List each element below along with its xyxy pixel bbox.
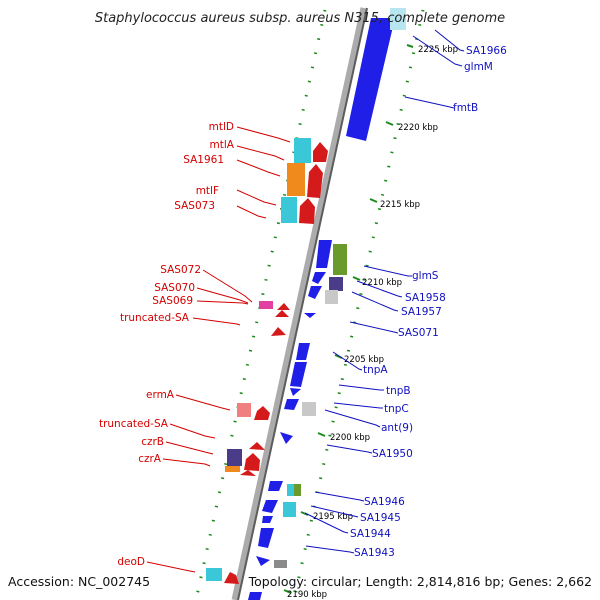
genome-summary-text: Topology: circular; Length: 2,814,816 bp… — [248, 574, 592, 589]
gene-SA1943 — [258, 528, 274, 548]
gene-label-right: SA1945 — [360, 512, 401, 524]
gene-SA1961 — [287, 163, 305, 196]
gene-czrA — [225, 466, 240, 472]
gene-SA1958 — [312, 272, 326, 284]
gene-ant9 — [302, 402, 316, 416]
gene-label-right: SA1958 — [405, 292, 446, 304]
gene-glmS-green — [333, 244, 347, 275]
gene-SA1945 — [262, 500, 278, 513]
gene-label-left: truncated-SA — [99, 418, 169, 430]
map-title: Staphylococcus aureus subsp. aureus N315… — [95, 11, 505, 26]
gene-SAS072 — [259, 301, 273, 309]
gene-czrA-red — [240, 470, 256, 476]
gene-SAS070 — [277, 303, 290, 310]
gene-label-left: SA1961 — [183, 154, 224, 166]
gene-ermA-red — [254, 406, 270, 420]
gene-label-right: SA1944 — [350, 528, 391, 540]
gene-SA1950 — [280, 432, 293, 444]
gene-SA1958-purple — [329, 277, 343, 291]
gene-SA1942-gray — [274, 560, 287, 568]
scale-tick-label: 2200 kbp — [330, 433, 370, 443]
gene-SA1942 — [256, 556, 270, 566]
gene-label-left: SAS073 — [174, 200, 215, 212]
gene-tnpC — [284, 399, 299, 410]
scale-tick-label: 2210 kbp — [362, 278, 402, 288]
gene-label-right: glmM — [464, 61, 493, 73]
gene-truncated-SA — [271, 327, 286, 336]
gene-SAS071 — [304, 313, 316, 318]
gene-label-right: tnpB — [386, 385, 411, 397]
gene-SA1945-teal — [283, 502, 296, 517]
gene-ermA — [237, 403, 251, 417]
gene-label-left: czrB — [141, 436, 164, 448]
gene-tnpA — [296, 343, 310, 360]
gene-czrB — [227, 449, 242, 466]
gene-label-left: SAS070 — [154, 282, 195, 294]
gene-SA1961-red — [307, 164, 323, 198]
gene-glmS — [316, 240, 332, 268]
right-callouts — [304, 29, 465, 554]
gene-label-left: SAS069 — [152, 295, 193, 307]
gene-label-right: SA1946 — [364, 496, 405, 508]
reverse-strand-features — [248, 8, 406, 600]
gene-label-left: mtlA — [210, 139, 235, 151]
gene-label-right: SA1966 — [466, 45, 507, 57]
gene-SA1946-teal — [287, 484, 294, 496]
left-callouts — [146, 126, 291, 573]
forward-strand-features — [206, 138, 328, 584]
gene-SA1944 — [262, 516, 273, 523]
gene-label-right: SA1943 — [354, 547, 395, 559]
gene-tnpB — [290, 362, 307, 387]
gene-SA1946-green — [294, 484, 301, 496]
gene-deoD-red — [224, 572, 239, 584]
scale-tick-labels: 2225 kbp 2220 kbp 2215 kbp 2210 kbp 2205… — [287, 45, 458, 600]
accession-text: Accession: NC_002745 — [8, 574, 150, 589]
gene-mtlF — [281, 197, 297, 223]
gene-deoD — [206, 568, 222, 581]
gene-label-left: SAS072 — [160, 264, 201, 276]
gene-label-right: tnpA — [363, 364, 388, 376]
scale-tick-label: 2215 kbp — [380, 200, 420, 210]
gene-fmtB — [346, 18, 395, 141]
gene-mtlF-red — [299, 198, 315, 224]
gene-label-left: mtlD — [209, 121, 234, 133]
gene-label-right: ant(9) — [381, 422, 413, 434]
scale-tick-label: 2190 kbp — [287, 590, 327, 600]
gene-SA1946 — [268, 481, 283, 491]
genome-backbone — [231, 7, 368, 600]
gene-label-right: glmS — [412, 270, 439, 282]
gene-SAS069 — [275, 310, 289, 317]
gene-tnpB-tip — [290, 388, 301, 396]
gene-label-right: SAS071 — [398, 327, 439, 339]
gene-label-left: mtlF — [196, 185, 219, 197]
gene-SA1957 — [308, 286, 322, 299]
scale-tick-label: 2195 kbp — [313, 512, 353, 522]
gene-label-left: ermA — [146, 389, 175, 401]
gene-label-left: truncated-SA — [120, 312, 190, 324]
scale-tick-label: 2220 kbp — [398, 123, 438, 133]
right-gene-labels: SA1966 glmM fmtB glmS SA1958 SA1957 SAS0… — [350, 45, 507, 559]
scale-ruler — [283, 44, 414, 594]
gene-label-left: czrA — [138, 453, 162, 465]
gene-label-right: SA1950 — [372, 448, 413, 460]
gene-czrB-red — [244, 453, 260, 471]
scale-tick-label: 2225 kbp — [418, 45, 458, 55]
gene-truncated-SA-2 — [249, 442, 265, 450]
gene-SA1957-gray — [325, 290, 338, 304]
gene-mtlD-red — [313, 142, 328, 162]
gene-label-left: deoD — [117, 556, 145, 568]
gene-SA1941 — [248, 592, 262, 600]
gene-label-right: tnpC — [384, 403, 409, 415]
gene-mtlD — [294, 138, 311, 163]
gene-SA1966 — [390, 8, 406, 30]
left-gene-labels: mtlD mtlA SA1961 mtlF SAS073 SAS072 SAS0… — [99, 121, 235, 568]
gene-label-right: SA1957 — [401, 306, 442, 318]
scale-tick-label: 2205 kbp — [344, 355, 384, 365]
gene-label-right: fmtB — [453, 102, 478, 114]
